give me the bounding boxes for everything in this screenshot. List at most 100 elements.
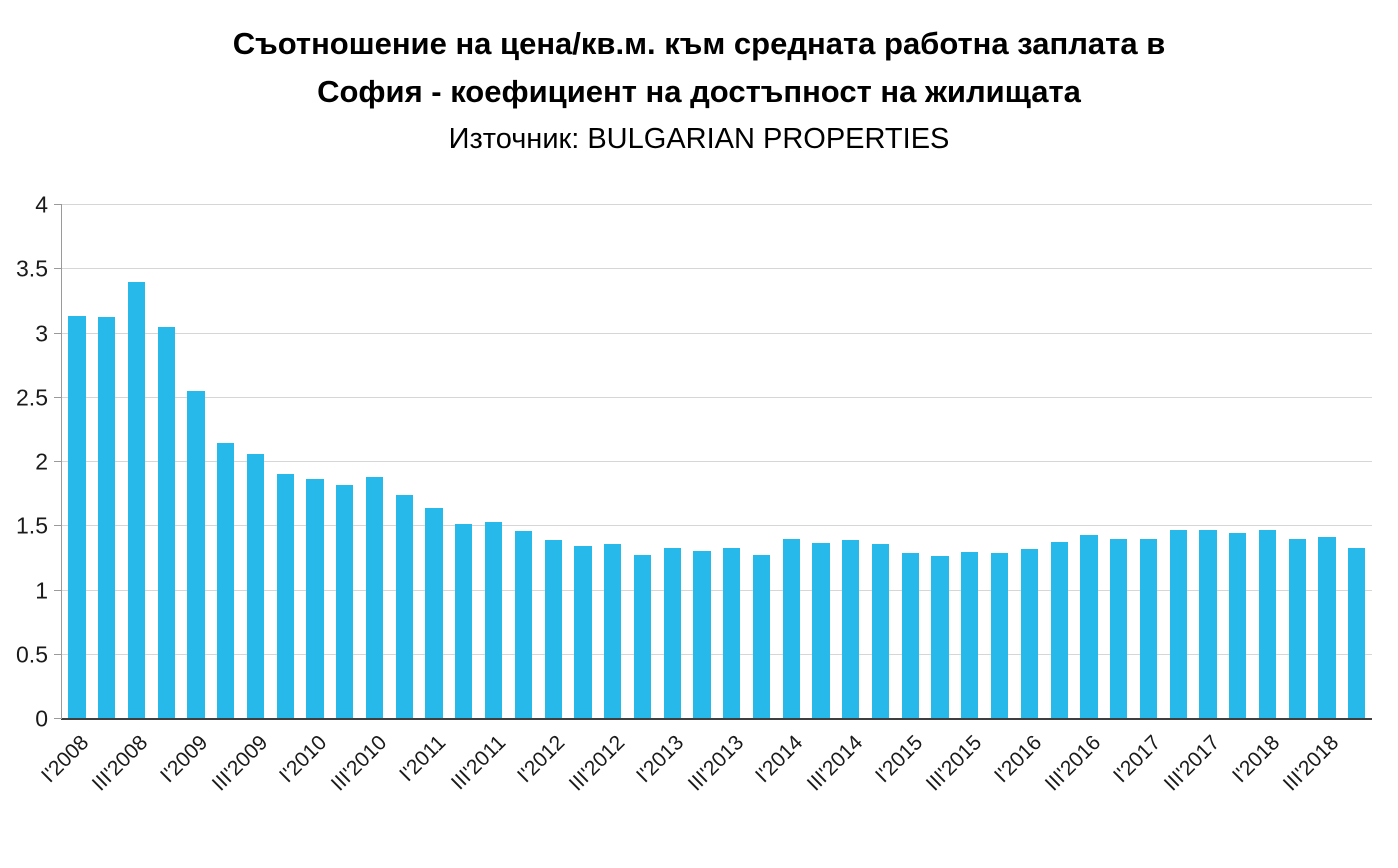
- bar-slot: [776, 205, 806, 719]
- bar: [306, 478, 324, 719]
- bar-slot: [836, 205, 866, 719]
- plot-area: I'2008 III'2008 I'2009 III'2009 I'2010 III'20…: [16, 193, 1372, 796]
- gridline: [62, 461, 1372, 462]
- bar: [157, 327, 175, 719]
- gridline: [62, 204, 1372, 205]
- bar: [1139, 539, 1158, 719]
- y-axis-tickmark: [54, 525, 62, 527]
- bar-slot: [866, 205, 896, 719]
- y-axis-tickmark: [54, 268, 62, 270]
- bar: [455, 523, 473, 719]
- bar-slot: [1074, 205, 1104, 719]
- bar: [1110, 539, 1128, 719]
- bar: [633, 554, 652, 719]
- bar: [187, 391, 205, 719]
- bar: [663, 548, 681, 719]
- bar: [544, 540, 562, 719]
- bar: [514, 531, 532, 719]
- bar-slot: [479, 205, 509, 719]
- bar-slot: [955, 205, 985, 719]
- bar-slot: [747, 205, 777, 719]
- bar-slot: [1223, 205, 1253, 719]
- y-axis-tickmark: [54, 204, 62, 205]
- chart-subtitle: Източник: BULGARIAN PROPERTIES: [448, 123, 950, 155]
- bar-slot: [449, 205, 479, 719]
- y-axis-line: [61, 205, 62, 719]
- gridline: [62, 396, 1372, 398]
- bar: [276, 473, 294, 719]
- gridline: [62, 332, 1372, 334]
- bar-slot: [1104, 205, 1134, 719]
- bar: [931, 555, 949, 719]
- bar: [1288, 539, 1306, 719]
- bar-slot: [151, 205, 181, 719]
- bar-slot: [538, 205, 568, 719]
- bar-slot: [270, 205, 300, 719]
- bar-slot: [92, 205, 122, 719]
- bar-slot: [508, 205, 538, 719]
- y-axis-tickmark: [54, 332, 62, 334]
- bar-slot: [389, 205, 419, 719]
- bar-slot: [1015, 205, 1045, 719]
- bar: [217, 442, 235, 719]
- bar-slot: [1253, 205, 1283, 719]
- bar: [395, 495, 413, 719]
- bar: [246, 454, 265, 719]
- bar-slot: [687, 205, 717, 719]
- bar-slot: [1044, 205, 1074, 719]
- y-axis-tickmark: [54, 718, 62, 719]
- bar: [1050, 541, 1068, 719]
- chart-title-line-2: София - коефициент на достъпност на жили…: [317, 74, 1081, 109]
- bar: [871, 544, 890, 719]
- y-axis-tickmark: [54, 461, 62, 462]
- bar-slot: [895, 205, 925, 719]
- bar-slot: [985, 205, 1015, 719]
- bar-slot: [568, 205, 598, 719]
- bar: [901, 553, 919, 719]
- bar-slot: [1342, 205, 1372, 719]
- bar-slot: [1163, 205, 1193, 719]
- y-tick-label: 4: [35, 191, 48, 218]
- chart: Съотношение на цена/кв.м. към средната р…: [16, 26, 1372, 796]
- bar-slot: [657, 205, 687, 719]
- bar-slot: [1193, 205, 1223, 719]
- bar: [782, 539, 800, 719]
- y-tick-label: 1.5: [16, 512, 48, 539]
- bar-slot: [628, 205, 658, 719]
- bar-slot: [1134, 205, 1164, 719]
- bar-slot: [419, 205, 449, 719]
- bar: [68, 315, 86, 719]
- bar: [752, 554, 771, 719]
- bar: [961, 551, 979, 719]
- y-tick-label: 0.5: [16, 641, 48, 668]
- bar: [98, 316, 116, 719]
- chart-title-line-1: Съотношение на цена/кв.м. към средната р…: [232, 26, 1166, 61]
- bar: [1348, 548, 1366, 719]
- gridline: [62, 268, 1372, 270]
- bar: [990, 553, 1009, 719]
- bar-slot: [300, 205, 330, 719]
- bar-slot: [181, 205, 211, 719]
- bar: [723, 548, 741, 719]
- gridline: [62, 653, 1372, 655]
- bar: [336, 485, 354, 719]
- bar: [1169, 530, 1187, 719]
- bar: [574, 545, 592, 719]
- bar-slot: [122, 205, 152, 719]
- y-tick-label: 3.5: [16, 255, 48, 282]
- bar: [1318, 536, 1336, 719]
- bar-slot: [925, 205, 955, 719]
- y-tick-label: 0: [35, 705, 48, 732]
- x-axis-line: [61, 718, 1372, 720]
- bar: [1199, 530, 1217, 719]
- bar-slot: [330, 205, 360, 719]
- y-tick-label: 2: [35, 448, 48, 475]
- bar: [484, 522, 503, 719]
- bars-container: [62, 205, 1372, 719]
- y-tick-label: 1: [35, 577, 48, 603]
- x-axis-labels: I'2008 III'2008 I'2009 III'2009 I'2010 III'20…: [37, 719, 1372, 834]
- bar-slot: [1282, 205, 1312, 719]
- bar: [693, 550, 711, 719]
- bar: [1020, 549, 1038, 719]
- bar: [604, 544, 622, 719]
